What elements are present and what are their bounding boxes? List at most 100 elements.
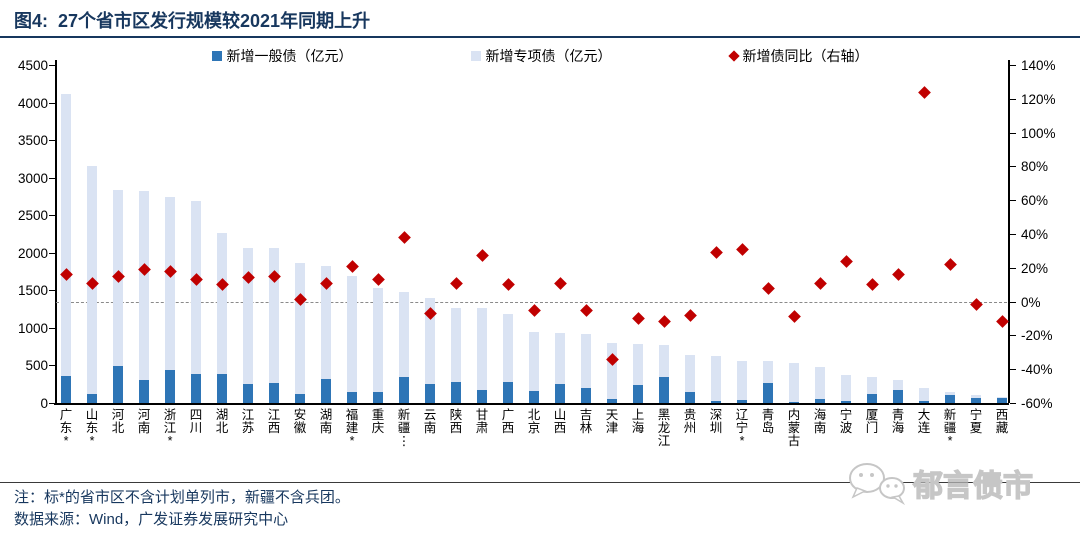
left-axis-tick-label: 3000 [17,170,48,186]
right-axis-tick [1009,369,1016,371]
yoy-diamond [683,308,697,322]
yoy-diamond [475,249,489,263]
right-axis-tick-label: 20% [1021,260,1049,276]
left-axis-tick [49,65,55,66]
general-bond-bar [841,401,851,403]
general-bond-bar [295,393,305,403]
left-axis-line [55,60,57,403]
left-axis-tick-label: 2000 [17,245,48,261]
yoy-diamond [527,303,541,317]
special-bond-bar [321,265,331,380]
x-axis-label-char: 天 [605,408,619,422]
right-axis-tick [1009,166,1016,168]
x-axis-label-char: 广 [501,408,515,422]
left-axis-tick-label: 500 [25,358,48,374]
x-axis-label: 安徽 [291,409,309,435]
right-axis-tick-label: -40% [1021,362,1053,378]
figure-note: 注：标*的省市区不含计划单列市，新疆不含兵团。 [14,489,350,506]
x-axis-label-char: 宁 [735,421,749,435]
x-axis-label-char: * [349,434,355,448]
yoy-diamond [397,231,411,244]
x-axis-label-char: * [167,434,173,448]
right-axis-tick-label: 40% [1021,227,1049,242]
x-axis-label-char: 青 [761,408,775,422]
general-bond-bar [945,395,955,403]
legend-square-marker [211,51,222,61]
x-axis-label-char: 厦 [865,408,879,422]
zero-reference-line [56,301,1007,303]
right-axis-tick-label: -20% [1021,328,1053,344]
x-axis-label-char: * [739,434,745,448]
x-axis-label-char: 湖 [319,408,333,422]
left-axis-tick-label: 1500 [17,283,48,299]
x-axis-label-char: 贵 [683,408,697,422]
figure-source: 数据来源：Wind，广发证券发展研究中心 [14,511,289,528]
special-bond-bar [425,297,435,385]
general-bond-bar [763,382,773,403]
yoy-diamond [813,276,827,290]
x-axis-label: 山东 * [83,409,101,448]
general-bond-bar [503,382,513,403]
yoy-diamond [579,303,593,317]
yoy-diamond [969,298,983,312]
x-axis-label: 广东 * [57,409,75,448]
x-axis-label-char: * [947,434,953,448]
general-bond-bar [997,398,1007,403]
x-axis-label: 黑龙江 [655,409,673,448]
x-axis-label-char: 河 [137,408,151,422]
x-axis-label-char: 东 [85,421,99,435]
left-axis-tick [49,365,55,367]
special-bond-bar [373,288,383,393]
special-bond-bar [659,345,669,378]
legend-label: 新增专项债（亿元） [485,48,612,64]
left-axis-tick [49,215,55,217]
right-axis-tick-label: -60% [1021,396,1053,411]
x-axis-label-char: 江 [267,408,281,422]
x-axis-label: 山西 [551,409,569,435]
special-bond-bar [347,275,357,393]
yoy-diamond [761,281,775,295]
x-axis-label-char: 内 [787,408,801,422]
special-bond-bar [607,342,617,399]
special-bond-bar [919,387,929,401]
x-axis-label-char: 东 [59,421,73,435]
wechat-icon-eyes [859,473,898,488]
special-bond-bar [763,361,773,383]
general-bond-bar [451,381,461,403]
x-axis-label-char: 海 [631,421,645,435]
x-axis-label-char: 岛 [761,421,775,435]
x-axis-label-char: 河 [111,408,125,422]
general-bond-bar [685,392,695,403]
x-axis-label-char: 西 [553,421,567,435]
left-axis-tick-label: 1000 [17,320,48,336]
x-axis-line [54,403,1009,405]
special-bond-bar [295,263,305,394]
x-axis-label: 湖北 [213,409,231,435]
x-axis-label-char: 西 [449,421,463,435]
left-axis-tick [49,177,55,179]
general-bond-bar [893,390,903,403]
x-axis-label-char: 西 [267,421,281,435]
x-axis-label: 浙江 * [161,409,179,448]
x-axis-label-char: 海 [891,421,905,435]
special-bond-bar [685,355,695,393]
yoy-diamond [839,254,853,268]
footer-divider [0,482,1080,483]
x-axis-label: 河北 [109,409,127,435]
x-axis-label: 重庆 [369,409,387,435]
x-axis-label-char: 云 [423,408,437,422]
left-axis-tick-label: 3500 [17,133,48,149]
x-axis-label: 新疆 ⋮ [395,409,413,448]
x-axis-label: 甘肃 [473,409,491,435]
x-axis-label: 辽宁 * [733,409,751,448]
special-bond-bar [555,332,565,385]
wechat-icon [849,463,906,506]
left-axis-tick [49,290,55,292]
left-axis-tick-label: 0 [40,396,48,411]
yoy-diamond [657,315,671,329]
watermark: 郁言债市 [849,463,1034,506]
general-bond-bar [113,366,123,403]
general-bond-bar [139,380,149,403]
right-axis-line [1008,60,1010,403]
x-axis-label-char: 陕 [449,408,463,422]
